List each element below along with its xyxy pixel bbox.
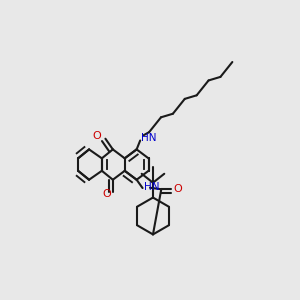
Text: HN: HN (144, 182, 160, 193)
Text: HN: HN (141, 133, 156, 142)
Text: O: O (92, 131, 101, 141)
Text: O: O (102, 189, 111, 199)
Text: O: O (173, 184, 182, 194)
